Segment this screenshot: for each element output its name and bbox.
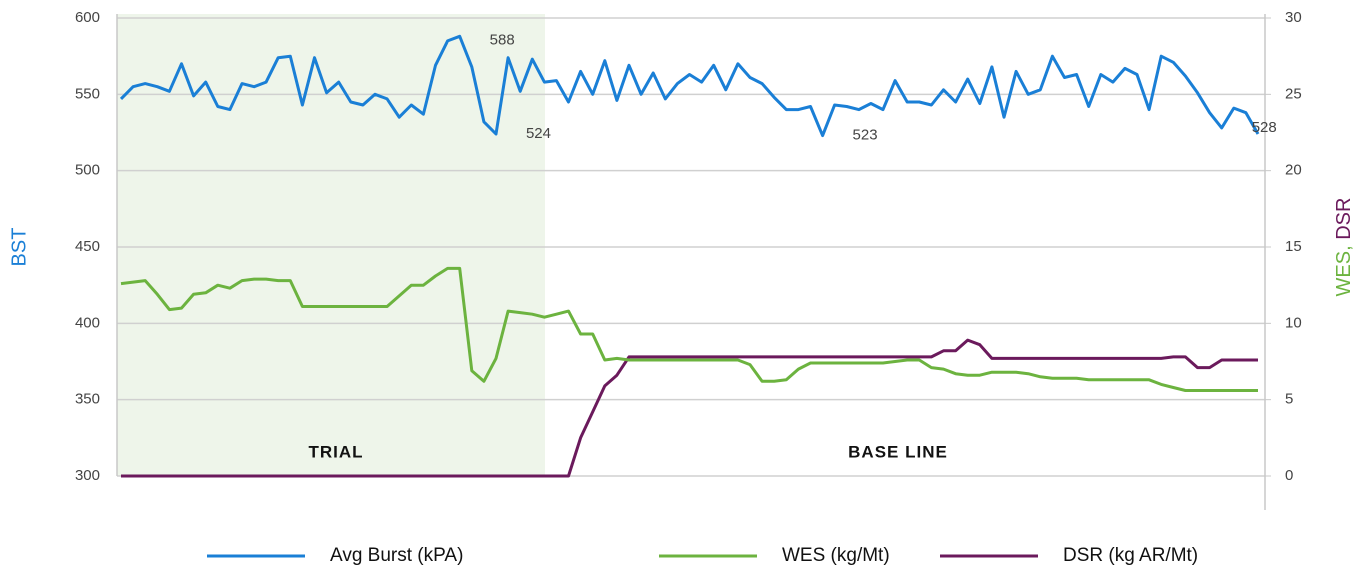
- y2-tick-label: 15: [1285, 238, 1302, 255]
- legend-label: DSR (kg AR/Mt): [1063, 545, 1198, 566]
- y-tick-label: 350: [75, 391, 100, 408]
- y2-title-part: WES,: [1333, 245, 1355, 296]
- y2-axis-title: WES, DSR: [1333, 198, 1355, 297]
- y-tick-label: 450: [75, 238, 100, 255]
- legend-label: WES (kg/Mt): [782, 545, 890, 566]
- series-line: [120, 266, 1258, 392]
- region-label: BASE LINE: [848, 442, 948, 461]
- data-label: 523: [853, 127, 878, 144]
- y2-tick-label: 10: [1285, 314, 1302, 331]
- region-label: TRIAL: [308, 442, 363, 461]
- y2-tick-label: 0: [1285, 467, 1293, 484]
- y2-title-part: DSR: [1333, 198, 1355, 240]
- y-tick-label: 500: [75, 162, 100, 179]
- y-tick-label: 400: [75, 314, 100, 331]
- trial-region: [117, 14, 545, 476]
- y-tick-label: 300: [75, 467, 100, 484]
- y-tick-label: 600: [75, 9, 100, 26]
- y2-tick-label: 25: [1285, 85, 1302, 102]
- y2-tick-label: 20: [1285, 162, 1302, 179]
- y-axis-title: BST: [8, 228, 30, 267]
- series-line: [119, 34, 1260, 138]
- data-label: 588: [490, 31, 515, 48]
- y-tick-label: 550: [75, 85, 100, 102]
- data-label: 528: [1252, 119, 1277, 136]
- series-line: [121, 338, 1258, 478]
- y2-tick-label: 5: [1285, 391, 1293, 408]
- legend-label: Avg Burst (kPA): [330, 545, 463, 566]
- data-label: 524: [526, 125, 551, 142]
- y2-tick-label: 30: [1285, 9, 1302, 26]
